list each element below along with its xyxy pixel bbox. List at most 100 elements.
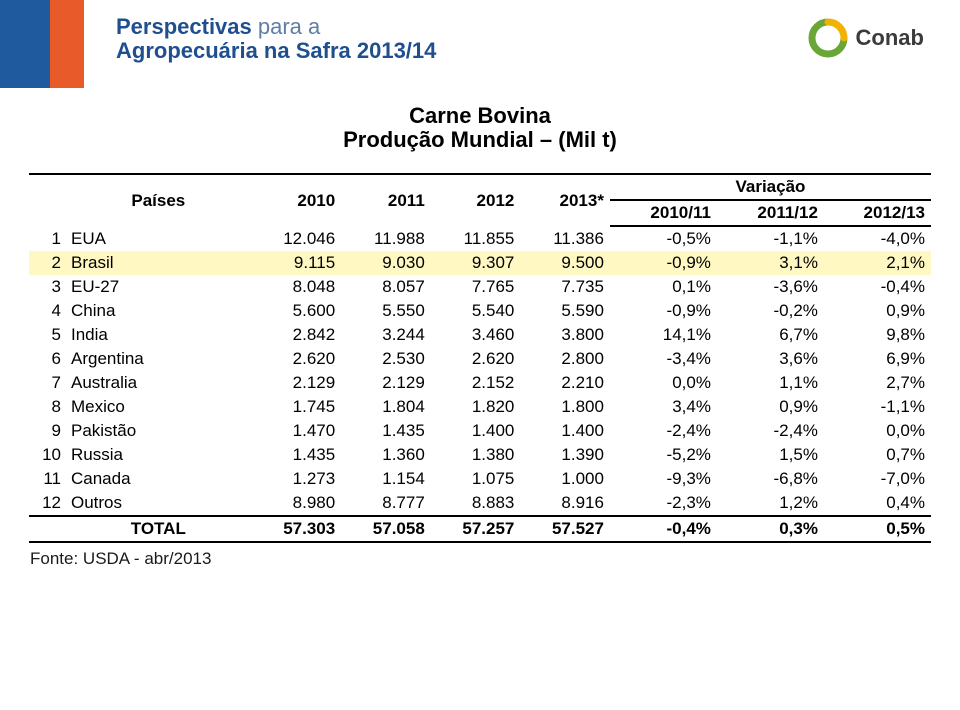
cell-country: Russia (65, 443, 252, 467)
cell-variation: 2,7% (824, 371, 931, 395)
cell-year-value: 8.980 (252, 491, 342, 516)
cell-idx: 8 (29, 395, 65, 419)
cell-year-value: 8.057 (341, 275, 431, 299)
cell-variation: 6,7% (717, 323, 824, 347)
cell-year-value: 11.386 (520, 226, 610, 251)
total-variation: 0,5% (824, 516, 931, 542)
cell-variation: -0,5% (610, 226, 717, 251)
cell-variation: -9,3% (610, 467, 717, 491)
table-row: 11Canada1.2731.1541.0751.000-9,3%-6,8%-7… (29, 467, 931, 491)
accent-bar-blue (0, 0, 50, 88)
total-year-value: 57.058 (341, 516, 431, 542)
cell-year-value: 2.620 (252, 347, 342, 371)
cell-variation: 1,2% (717, 491, 824, 516)
cell-year-value: 3.244 (341, 323, 431, 347)
cell-year-value: 2.129 (341, 371, 431, 395)
cell-year-value: 9.500 (520, 251, 610, 275)
table-row: 9Pakistão1.4701.4351.4001.400-2,4%-2,4%0… (29, 419, 931, 443)
table-row: 5India2.8423.2443.4603.80014,1%6,7%9,8% (29, 323, 931, 347)
total-year-value: 57.527 (520, 516, 610, 542)
cell-year-value: 1.390 (520, 443, 610, 467)
table-row: 4China5.6005.5505.5405.590-0,9%-0,2%0,9% (29, 299, 931, 323)
cell-year-value: 5.600 (252, 299, 342, 323)
cell-year-value: 11.855 (431, 226, 521, 251)
cell-year-value: 1.820 (431, 395, 521, 419)
cell-country: Australia (65, 371, 252, 395)
cell-year-value: 9.307 (431, 251, 521, 275)
cell-variation: 1,1% (717, 371, 824, 395)
cell-year-value: 2.842 (252, 323, 342, 347)
col-header-variation: Variação (610, 174, 931, 200)
cell-variation: -0,4% (824, 275, 931, 299)
table-row: 7Australia2.1292.1292.1522.2100,0%1,1%2,… (29, 371, 931, 395)
cell-idx: 9 (29, 419, 65, 443)
col-header-var3: 2012/13 (824, 200, 931, 226)
brand-logo: Conab (808, 18, 924, 58)
col-header-var2: 2011/12 (717, 200, 824, 226)
total-variation: -0,4% (610, 516, 717, 542)
cell-variation: 0,1% (610, 275, 717, 299)
cell-year-value: 2.530 (341, 347, 431, 371)
cell-variation: 1,5% (717, 443, 824, 467)
cell-year-value: 1.435 (341, 419, 431, 443)
cell-idx: 7 (29, 371, 65, 395)
table-row: 10Russia1.4351.3601.3801.390-5,2%1,5%0,7… (29, 443, 931, 467)
cell-idx: 11 (29, 467, 65, 491)
cell-idx: 4 (29, 299, 65, 323)
cell-variation: 0,0% (610, 371, 717, 395)
cell-country: EU-27 (65, 275, 252, 299)
cell-variation: 3,4% (610, 395, 717, 419)
cell-year-value: 1.800 (520, 395, 610, 419)
header-accent-bars (0, 0, 84, 88)
table-title: Carne Bovina Produção Mundial – (Mil t) (0, 103, 960, 153)
cell-year-value: 5.540 (431, 299, 521, 323)
cell-variation: -0,9% (610, 251, 717, 275)
cell-variation: -4,0% (824, 226, 931, 251)
cell-year-value: 1.154 (341, 467, 431, 491)
cell-year-value: 2.210 (520, 371, 610, 395)
cell-year-value: 1.470 (252, 419, 342, 443)
table-body: 1EUA12.04611.98811.85511.386-0,5%-1,1%-4… (29, 226, 931, 542)
cell-variation: -0,2% (717, 299, 824, 323)
table-row: 6Argentina2.6202.5302.6202.800-3,4%3,6%6… (29, 347, 931, 371)
cell-variation: 0,0% (824, 419, 931, 443)
cell-year-value: 7.765 (431, 275, 521, 299)
col-header-countries: Países (65, 174, 252, 226)
cell-variation: 14,1% (610, 323, 717, 347)
cell-year-value: 8.777 (341, 491, 431, 516)
cell-year-value: 1.380 (431, 443, 521, 467)
header-title-light: para a (252, 14, 321, 39)
table-row: 2Brasil9.1159.0309.3079.500-0,9%3,1%2,1% (29, 251, 931, 275)
cell-variation: 0,4% (824, 491, 931, 516)
cell-year-value: 2.620 (431, 347, 521, 371)
cell-idx: 3 (29, 275, 65, 299)
cell-variation: -3,4% (610, 347, 717, 371)
col-header-2013: 2013* (520, 174, 610, 226)
cell-year-value: 3.460 (431, 323, 521, 347)
cell-idx: 5 (29, 323, 65, 347)
cell-idx: 10 (29, 443, 65, 467)
cell-year-value: 8.916 (520, 491, 610, 516)
col-header-blank (29, 174, 65, 226)
table-title-line1: Carne Bovina (0, 103, 960, 129)
table-head: Países 2010 2011 2012 2013* Variação 201… (29, 174, 931, 226)
cell-year-value: 5.590 (520, 299, 610, 323)
total-year-value: 57.303 (252, 516, 342, 542)
accent-bar-red (50, 0, 84, 88)
total-year-value: 57.257 (431, 516, 521, 542)
cell-variation: 9,8% (824, 323, 931, 347)
header-title-bold: Perspectivas (116, 14, 252, 39)
cell-variation: -2,4% (717, 419, 824, 443)
data-table: Países 2010 2011 2012 2013* Variação 201… (29, 173, 931, 543)
cell-variation: -7,0% (824, 467, 931, 491)
cell-year-value: 1.435 (252, 443, 342, 467)
cell-year-value: 1.400 (520, 419, 610, 443)
conab-logo-icon (808, 18, 848, 58)
cell-variation: -3,6% (717, 275, 824, 299)
cell-year-value: 1.360 (341, 443, 431, 467)
cell-year-value: 12.046 (252, 226, 342, 251)
col-header-2010: 2010 (252, 174, 342, 226)
cell-idx: 6 (29, 347, 65, 371)
cell-country: Brasil (65, 251, 252, 275)
cell-variation: 6,9% (824, 347, 931, 371)
